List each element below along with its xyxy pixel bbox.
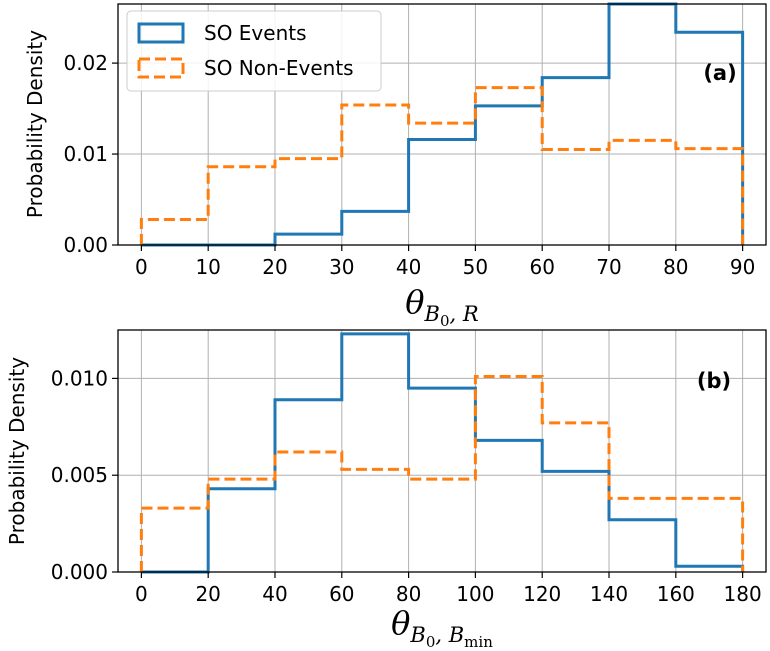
grid xyxy=(118,330,766,573)
panel-a: 0 10 20 30 40 50 60 70 80 90 0.00 0.01 0.02 Probabili… xyxy=(23,2,767,330)
x-tick-label: 0 xyxy=(135,255,148,279)
legend-box xyxy=(126,10,382,92)
x-tick-label: 90 xyxy=(730,255,755,279)
so-non-events-series-line xyxy=(139,86,745,245)
x-label-rest-sub: min xyxy=(464,633,493,651)
y-tick-label: 0.005 xyxy=(51,463,108,487)
x-tick-label: 40 xyxy=(262,582,287,606)
x-tick-label: 20 xyxy=(195,582,220,606)
x-label-subsub: 0 xyxy=(440,312,450,330)
x-label-subsub: 0 xyxy=(426,633,436,651)
x-label-theta: θ xyxy=(391,604,410,642)
x-label-rest: , B xyxy=(435,623,464,647)
x-label-rest: , R xyxy=(450,302,479,326)
x-tick-label: 10 xyxy=(195,255,220,279)
x-tick-label: 140 xyxy=(590,582,628,606)
y-tick-label: 0.01 xyxy=(63,142,108,166)
x-label-sub: B xyxy=(409,623,425,647)
x-tick-label: 20 xyxy=(262,255,287,279)
axes-frame xyxy=(117,329,767,573)
x-tick-label: 60 xyxy=(329,582,354,606)
axes-frame xyxy=(117,3,767,246)
so-events-series-line xyxy=(141,2,745,247)
so-events-series-line xyxy=(141,332,745,574)
x-tick-label: 80 xyxy=(396,582,421,606)
x-tick-label: 120 xyxy=(523,582,561,606)
x-tick-label: 30 xyxy=(329,255,354,279)
x-tick-label: 80 xyxy=(663,255,688,279)
so-non-events-legend-swatch xyxy=(137,57,185,79)
x-tick-label: 160 xyxy=(657,582,695,606)
y-tick-label: 0.00 xyxy=(63,233,108,257)
x-tick-label: 50 xyxy=(463,255,488,279)
legend-entry-label: SO Non-Events xyxy=(204,56,354,80)
panel-label: (b) xyxy=(697,369,731,393)
x-axis-label: θB0, R xyxy=(405,283,479,330)
panel-label: (a) xyxy=(703,61,736,85)
y-axis-label: Probability Density xyxy=(23,30,47,218)
x-tick-label: 40 xyxy=(396,255,421,279)
x-label-sub: B xyxy=(424,302,440,326)
x-tick-label: 60 xyxy=(529,255,554,279)
y-tick-label: 0.000 xyxy=(51,560,108,584)
x-label-theta: θ xyxy=(405,283,424,321)
y-axis-label: Probability Density xyxy=(5,357,29,545)
legend-entry-label: SO Events xyxy=(204,21,307,45)
so-non-events-series-line xyxy=(139,374,745,572)
panel-b: 0 20 40 60 80 100 120 140 160 180 0.000 0.005 0.010 P… xyxy=(5,329,767,651)
legend: SO Events SO Non-Events xyxy=(126,10,382,92)
so-events-legend-swatch xyxy=(137,22,185,44)
y-tick-label: 0.010 xyxy=(51,366,108,390)
x-tick-label: 180 xyxy=(724,582,762,606)
x-tick-label: 100 xyxy=(456,582,494,606)
y-tick-label: 0.02 xyxy=(63,51,108,75)
x-axis-label: θB0, Bmin xyxy=(391,604,493,651)
x-tick-label: 0 xyxy=(135,582,148,606)
x-tick-label: 70 xyxy=(596,255,621,279)
